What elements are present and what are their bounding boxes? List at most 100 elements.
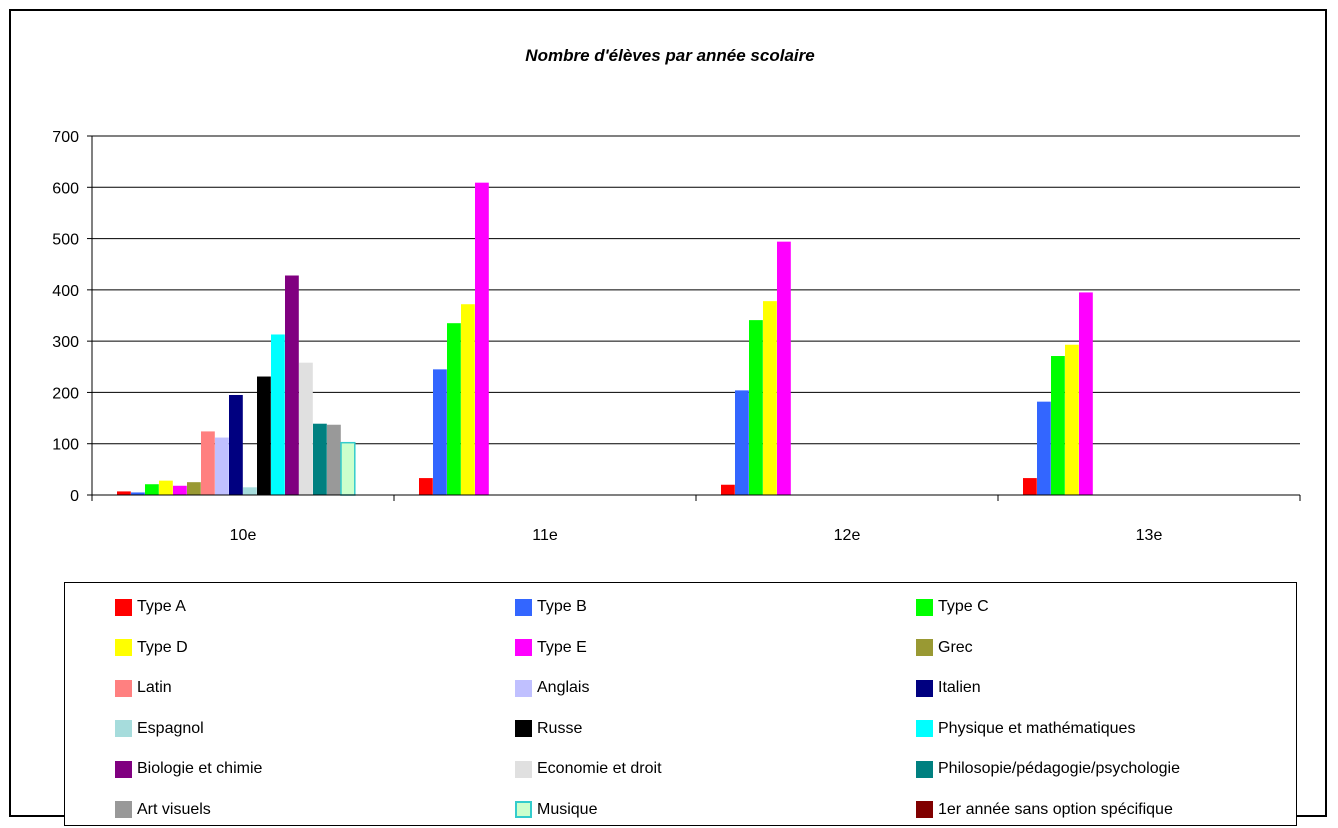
bar: [131, 492, 145, 495]
legend-label: Musique: [537, 800, 598, 818]
bar: [475, 182, 489, 496]
axes: [87, 135, 1301, 501]
legend-label: Physique et mathématiques: [938, 719, 1136, 737]
legend-swatch: [916, 760, 933, 778]
bar: [419, 478, 433, 495]
bar: [721, 484, 735, 495]
x-tick-label: 12e: [834, 527, 861, 544]
bar: [777, 241, 791, 495]
bar: [340, 441, 356, 496]
bar: [159, 480, 173, 495]
legend-label: Type C: [938, 598, 989, 615]
legend-label: Economie et droit: [537, 760, 662, 777]
legend-swatch: [115, 639, 132, 656]
legend-swatch: [515, 639, 532, 656]
legend-label: Espagnol: [137, 719, 204, 737]
x-tick-label: 13e: [1136, 527, 1163, 544]
legend-swatch: [115, 760, 132, 778]
y-tick-label: 300: [52, 334, 79, 351]
legend-label: Latin: [137, 679, 172, 696]
legend-swatch: [515, 679, 532, 697]
legend-swatch: [115, 801, 132, 818]
legend-item: Economie et droit: [515, 758, 662, 780]
gridlines: [92, 135, 1300, 445]
legend-label: Art visuels: [137, 800, 211, 818]
legend-label: Italien: [938, 679, 981, 696]
legend-label: Type D: [137, 638, 188, 656]
legend-item: Type D: [115, 637, 188, 659]
bar: [173, 485, 187, 495]
legend-item: Italien: [916, 677, 981, 699]
y-tick-labels: 0 100 200 300 400 500 600 700: [52, 129, 79, 505]
legend-swatch: [916, 720, 933, 737]
bar: [447, 323, 461, 495]
bar: [229, 394, 243, 495]
bar: [1051, 356, 1065, 495]
legend-swatch: [916, 598, 933, 616]
bar: [243, 487, 257, 495]
legend-item: Type C: [916, 596, 989, 618]
legend-swatch: [515, 720, 532, 737]
bar: [1065, 344, 1079, 495]
legend-swatch: [115, 598, 132, 616]
legend-item: Type B: [515, 596, 587, 618]
bar-chart: Nombre d'élèves par année scolaire 0 100 2…: [52, 46, 1301, 544]
legend-label: Russe: [537, 719, 583, 737]
legend-swatch: [515, 760, 532, 778]
legend-swatch: [916, 679, 933, 697]
bar: [327, 424, 341, 495]
legend-label: Anglais: [537, 679, 590, 696]
legend: Type A Type B Type C Type D Type E Grec Latin A…: [64, 582, 1297, 826]
bar: [117, 491, 131, 495]
y-tick-label: 700: [52, 129, 79, 146]
y-tick-label: 0: [70, 488, 79, 505]
bar: [257, 376, 271, 495]
y-tick-label: 400: [52, 283, 79, 300]
legend-swatch: [115, 720, 132, 737]
bar: [215, 437, 229, 495]
legend-item: Musique: [515, 799, 597, 821]
bar: [201, 431, 215, 495]
legend-swatch: [916, 639, 933, 656]
legend-item: Art visuels: [115, 799, 211, 821]
bar: [285, 275, 299, 495]
legend-item: 1er année sans option spécifique: [916, 799, 1173, 821]
legend-swatch: [515, 801, 532, 818]
legend-item: Biologie et chimie: [115, 758, 262, 780]
legend-swatch: [916, 801, 933, 818]
legend-item: Physique et mathématiques: [916, 718, 1135, 740]
legend-label: Biologie et chimie: [137, 760, 263, 777]
legend-item: Type E: [515, 637, 587, 659]
x-tick-label: 11e: [532, 527, 558, 544]
legend-label: 1er année sans option spécifique: [938, 800, 1173, 818]
bar: [299, 362, 313, 495]
y-tick-label: 100: [52, 437, 79, 454]
bars: [117, 182, 1093, 496]
bar: [271, 334, 285, 495]
bar: [1079, 292, 1093, 495]
bar: [433, 369, 447, 495]
legend-label: Type E: [537, 638, 587, 656]
x-tick-labels: 10e 11e 12e 13e: [230, 527, 1163, 544]
legend-item: Latin: [115, 677, 172, 699]
bar: [1037, 401, 1051, 495]
legend-label: Type B: [537, 598, 587, 615]
chart-frame: Nombre d'élèves par année scolaire 0 100 2…: [9, 9, 1327, 826]
y-tick-label: 200: [52, 385, 79, 402]
bar: [461, 304, 475, 495]
legend-item: Anglais: [515, 677, 589, 699]
bar: [187, 482, 201, 495]
legend-item: Espagnol: [115, 718, 204, 740]
legend-item: Russe: [515, 718, 582, 740]
legend-item: Philosopie/pédagogie/psychologie: [916, 758, 1180, 780]
bar: [763, 301, 777, 495]
bar: [1023, 478, 1037, 495]
legend-item: Grec: [916, 637, 973, 659]
bar: [735, 390, 749, 495]
legend-label: Philosopie/pédagogie/psychologie: [938, 760, 1180, 777]
chart-title: Nombre d'élèves par année scolaire: [525, 46, 814, 65]
legend-swatch: [115, 679, 132, 697]
y-tick-label: 600: [52, 180, 79, 197]
bar: [749, 320, 763, 495]
bar: [313, 423, 327, 495]
